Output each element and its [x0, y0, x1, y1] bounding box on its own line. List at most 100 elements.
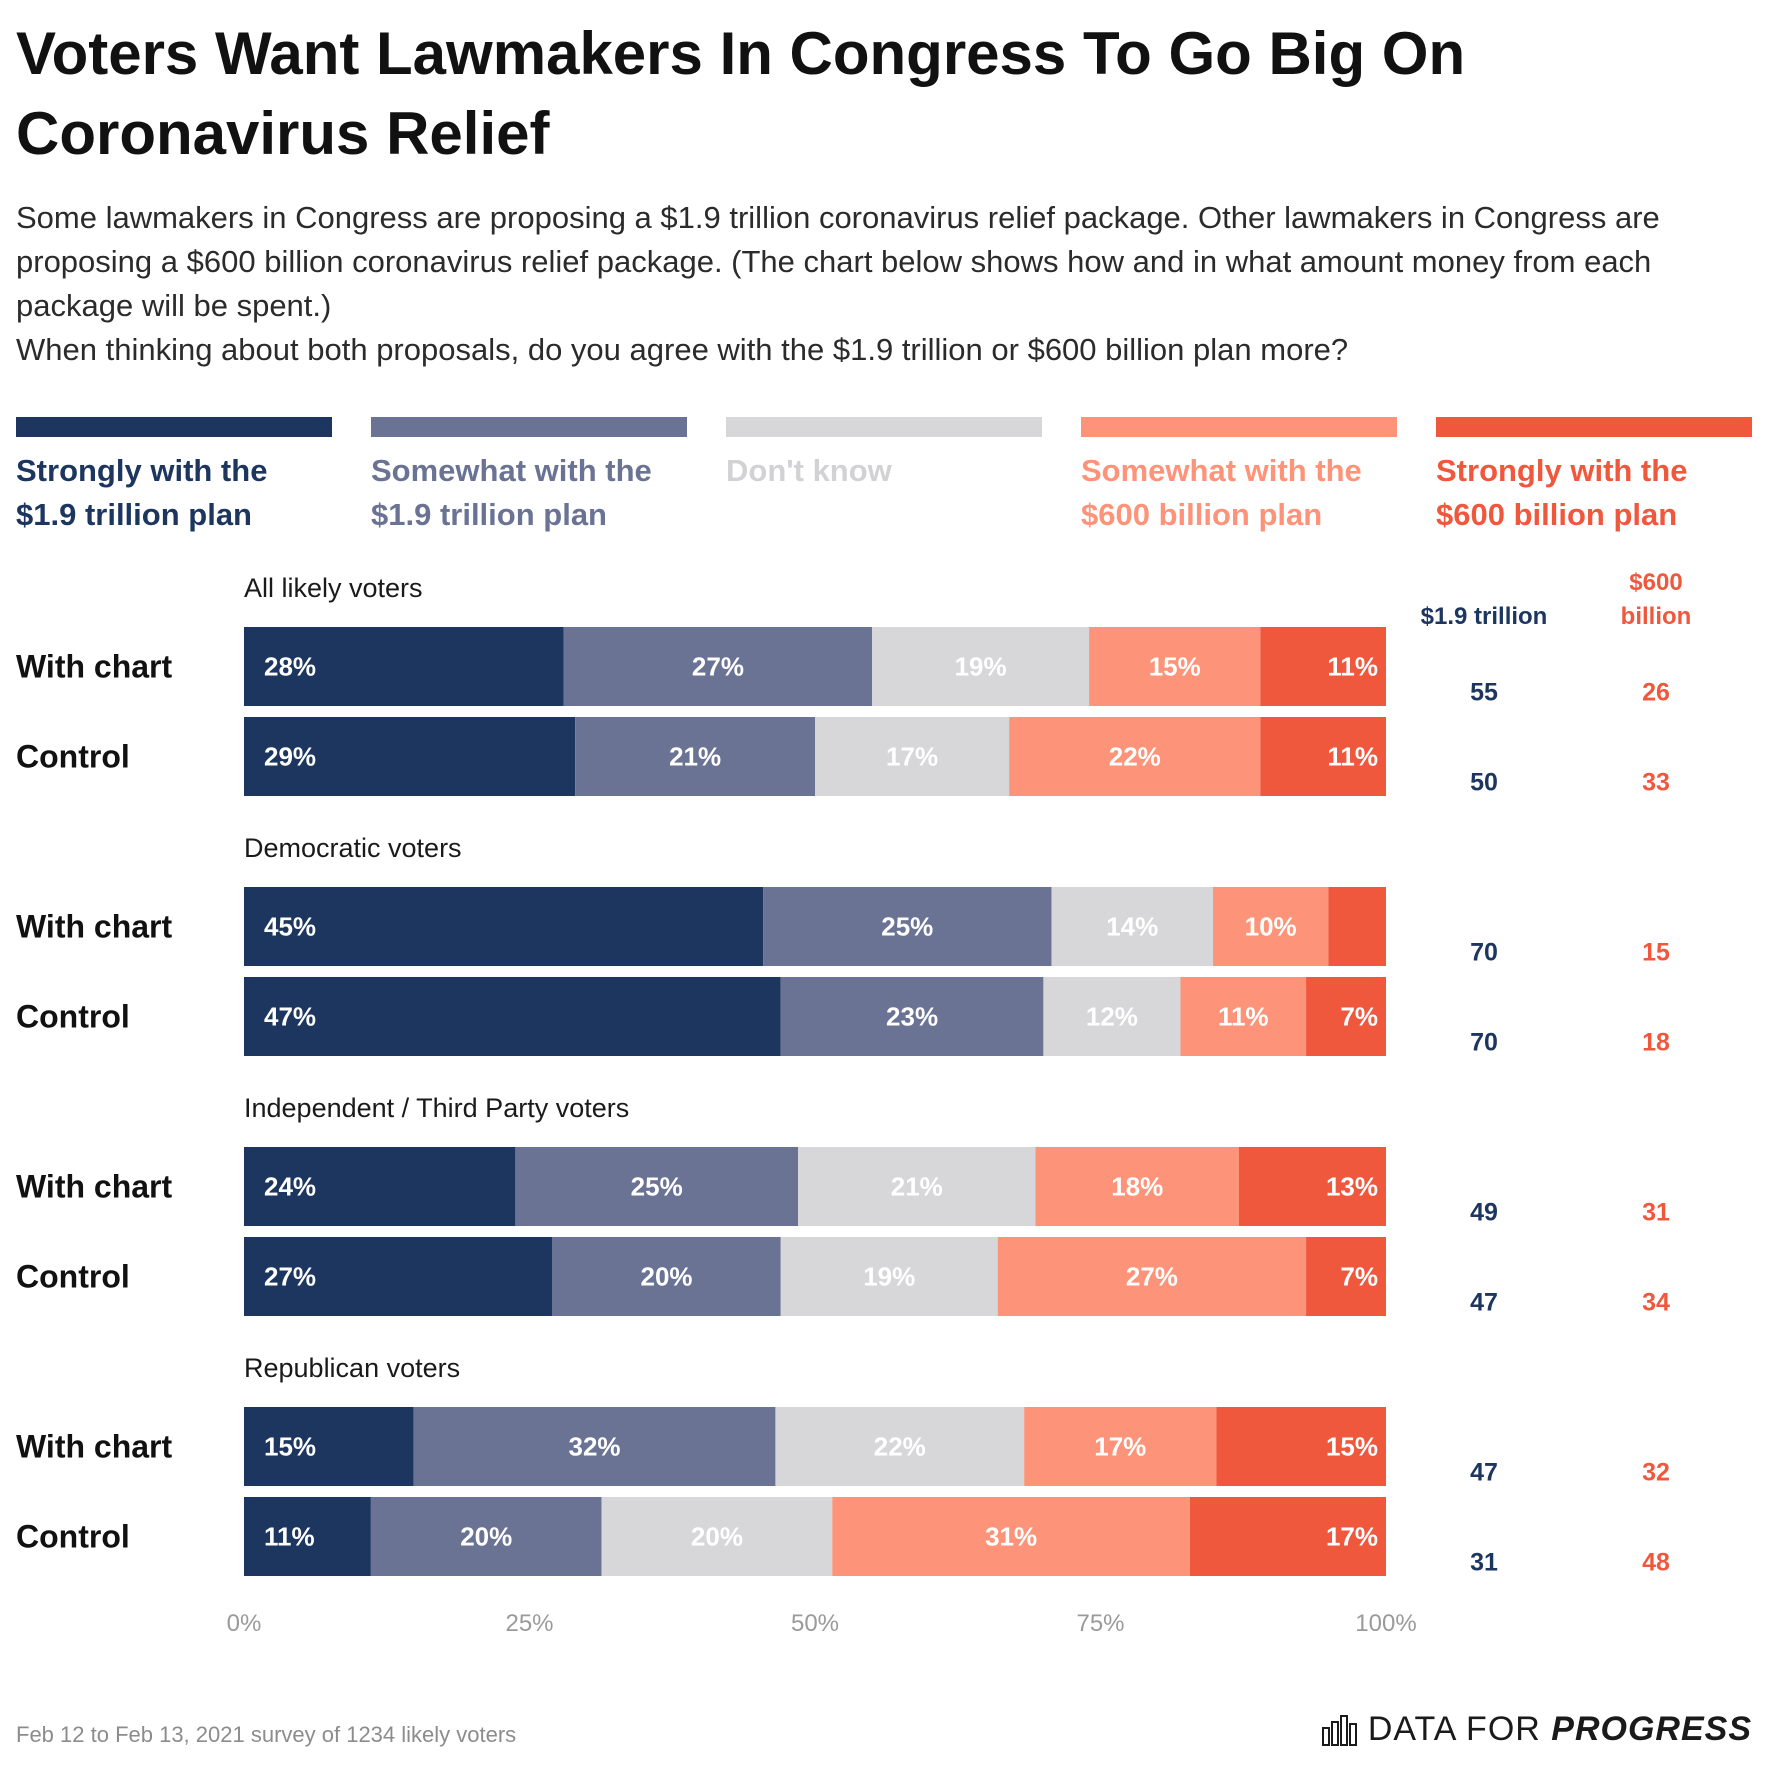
data-label: 21% — [891, 1172, 943, 1202]
data-label: 17% — [1326, 1522, 1378, 1552]
group-title: All likely voters — [244, 573, 423, 603]
legend-label: Don't know — [726, 453, 892, 488]
row-label: Control — [16, 739, 130, 775]
legend-item-strong-600: Strongly with the $600 billion plan — [1436, 417, 1752, 537]
data-label: 23% — [886, 1002, 938, 1032]
data-label: 17% — [886, 742, 938, 772]
x-tick-label: 25% — [505, 1610, 553, 1637]
data-label: 15% — [1326, 1432, 1378, 1462]
data-label: 11% — [1327, 742, 1378, 772]
bar-segment — [1306, 1237, 1386, 1316]
data-label: 7% — [1340, 1002, 1378, 1032]
data-label: 27% — [264, 1262, 316, 1292]
total-19-value: 49 — [1470, 1199, 1498, 1227]
bar-segment — [244, 977, 781, 1056]
bar-segment — [775, 1407, 1025, 1486]
bar-segment — [1239, 1147, 1386, 1226]
data-label: 11% — [264, 1522, 315, 1552]
bar-segment — [832, 1497, 1190, 1576]
bar-segment — [413, 1407, 776, 1486]
chart-title: Voters Want Lawmakers In Congress To Go … — [16, 20, 1466, 167]
data-label: 27% — [692, 652, 744, 682]
column-header-trillion: $1.9 trillion — [1420, 603, 1548, 630]
total-19-value: 31 — [1470, 1549, 1498, 1577]
bar-segment — [1089, 627, 1261, 706]
row-label: Control — [16, 999, 130, 1035]
total-600-value: 18 — [1642, 1029, 1670, 1057]
legend-item-dont-know: Don't know — [726, 417, 1042, 493]
bar-segment — [1306, 977, 1386, 1056]
bar-segment — [244, 717, 576, 796]
bar-segment — [1328, 887, 1386, 966]
total-19-value: 47 — [1470, 1459, 1498, 1487]
data-label: 20% — [691, 1522, 743, 1552]
data-label: 28% — [264, 652, 316, 682]
bar-segment — [1212, 887, 1329, 966]
bar-segment — [997, 1237, 1307, 1316]
data-label: 14% — [1106, 912, 1158, 942]
group-title: Democratic voters — [244, 833, 462, 863]
legend-swatch — [16, 417, 332, 437]
data-label: 20% — [641, 1262, 693, 1292]
bar-segment — [1216, 1407, 1386, 1486]
bar-segment — [244, 1407, 414, 1486]
legend-label: Somewhat with the $1.9 trillion plan — [371, 453, 652, 532]
row-label: With chart — [16, 1429, 173, 1465]
subtitle-context: Some lawmakers in Congress are proposing… — [16, 200, 1660, 323]
data-label: 25% — [631, 1172, 683, 1202]
row-label: Control — [16, 1519, 130, 1555]
data-label: 17% — [1094, 1432, 1146, 1462]
subtitle-question: When thinking about both proposals, do y… — [16, 332, 1349, 367]
bar-segment — [1180, 977, 1307, 1056]
bar-segment — [244, 1237, 553, 1316]
data-label: 15% — [1149, 652, 1201, 682]
legend-item-somewhat-600: Somewhat with the $600 billion plan — [1081, 417, 1397, 537]
legend-label: Somewhat with the $600 billion plan — [1081, 453, 1362, 532]
legend-swatch — [726, 417, 1042, 437]
data-label: 25% — [881, 912, 933, 942]
legend-swatch — [1081, 417, 1397, 437]
bar-segment — [1009, 717, 1261, 796]
bar-segment — [1024, 1407, 1217, 1486]
total-19-value: 70 — [1470, 1029, 1498, 1057]
bar-segment — [798, 1147, 1036, 1226]
bar-segment — [763, 887, 1052, 966]
bar-segment — [780, 1237, 998, 1316]
total-600-value: 33 — [1642, 769, 1670, 797]
data-label: 11% — [1218, 1002, 1269, 1032]
x-tick-label: 100% — [1355, 1610, 1416, 1637]
legend-label: Strongly with the $1.9 trillion plan — [16, 453, 268, 532]
data-label: 19% — [955, 652, 1007, 682]
data-label: 15% — [264, 1432, 316, 1462]
bar-chart-logo-icon — [1321, 1714, 1357, 1746]
total-600-value: 32 — [1642, 1459, 1670, 1487]
brand-name: DATA FOR PROGRESS — [1367, 1710, 1752, 1748]
total-600-value: 15 — [1642, 939, 1670, 967]
data-label: 45% — [264, 912, 316, 942]
group-title: Independent / Third Party voters — [244, 1093, 629, 1123]
row-label: Control — [16, 1259, 130, 1295]
row-label: With chart — [16, 909, 173, 945]
column-header-billion: $600 billion — [1620, 569, 1692, 630]
row-label: With chart — [16, 1169, 173, 1205]
data-label: 31% — [985, 1522, 1037, 1552]
bar-segment — [575, 717, 815, 796]
legend-swatch — [1436, 417, 1752, 437]
total-19-value: 47 — [1470, 1289, 1498, 1317]
data-label: 19% — [863, 1262, 915, 1292]
bar-segment — [552, 1237, 781, 1316]
bar-segment — [1035, 1147, 1240, 1226]
data-label: 7% — [1340, 1262, 1378, 1292]
data-label: 13% — [1326, 1172, 1378, 1202]
data-label: 18% — [1111, 1172, 1163, 1202]
total-19-value: 70 — [1470, 939, 1498, 967]
x-tick-label: 75% — [1076, 1610, 1124, 1637]
bar-segment — [244, 627, 564, 706]
bar-segment — [601, 1497, 833, 1576]
data-for-progress-logo: DATA FOR PROGRESS — [1321, 1710, 1752, 1749]
data-label: 29% — [264, 742, 316, 772]
bar-segment — [1260, 717, 1386, 796]
total-600-value: 31 — [1642, 1199, 1670, 1227]
data-label: 12% — [1086, 1002, 1138, 1032]
legend-swatch — [371, 417, 687, 437]
